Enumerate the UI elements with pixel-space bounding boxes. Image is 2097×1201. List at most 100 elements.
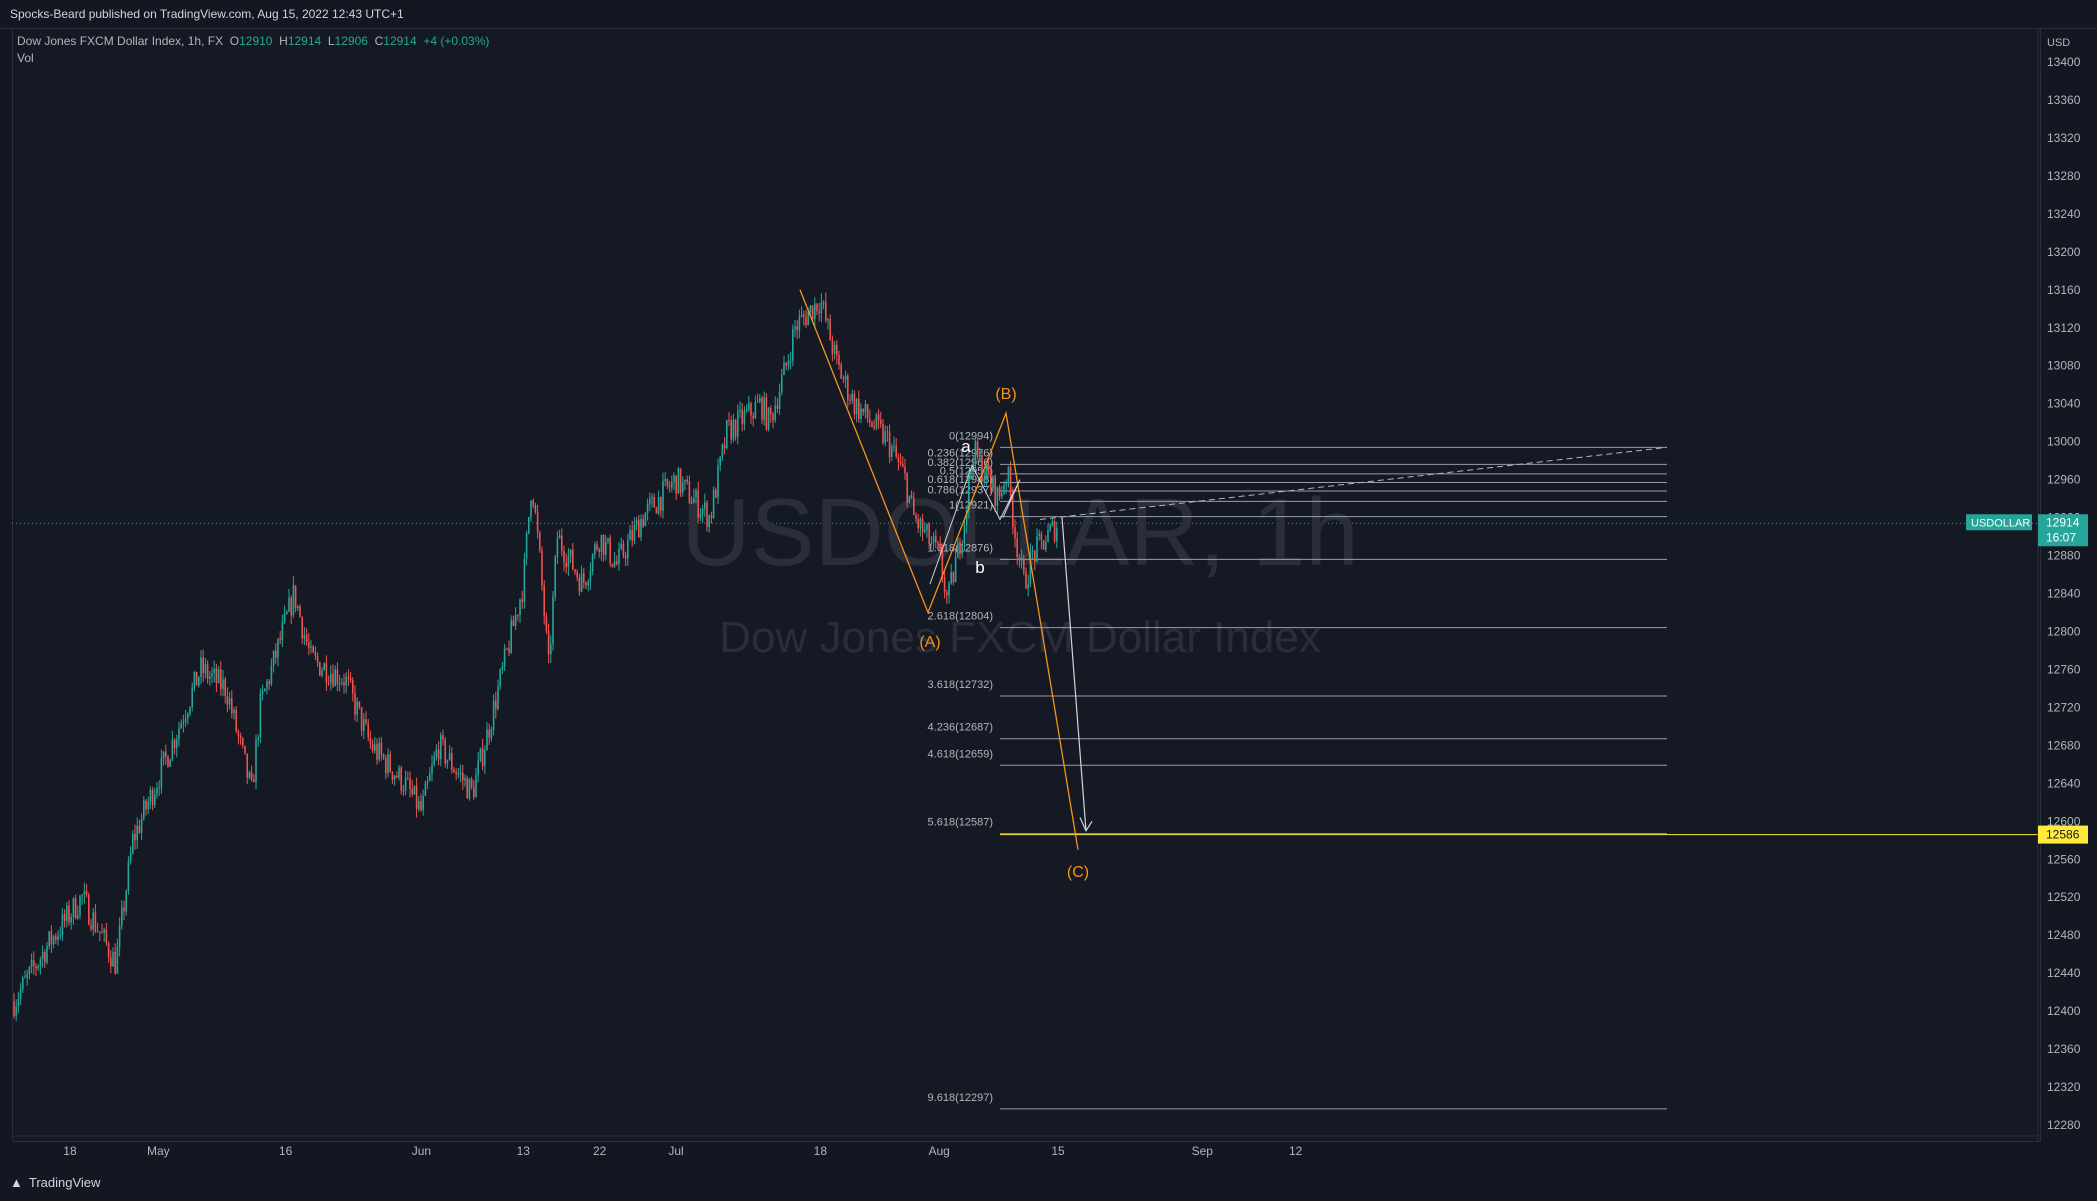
candle-body	[171, 739, 174, 760]
candle-body	[61, 914, 64, 936]
candle-body	[72, 898, 75, 917]
candle-body	[924, 530, 926, 533]
candle-body	[464, 778, 466, 781]
candle-body	[440, 735, 442, 760]
candle-body	[686, 479, 688, 482]
candle-body	[79, 896, 81, 915]
candle-body	[37, 965, 39, 969]
time-axis[interactable]: 18 May 16 Jun 13 22 Jul 18 Aug 15 Sep 12	[12, 1135, 2038, 1158]
fib-extension[interactable]: 0(12994) 0.236(12976)0.382(12966)0.5(1295…	[928, 430, 2038, 1110]
price-tick-label: 12640	[2047, 776, 2081, 790]
candle-body	[101, 932, 103, 934]
candle-body	[475, 774, 477, 798]
wave-label-b-minor: b	[975, 558, 984, 577]
candle-body	[114, 951, 116, 974]
candle-body	[336, 669, 339, 684]
candle-body	[264, 689, 266, 692]
candle-body	[770, 407, 772, 414]
candle-body	[589, 571, 592, 582]
candle-body	[875, 414, 878, 428]
chart-legend: Dow Jones FXCM Dollar Index, 1h, FX O129…	[17, 34, 489, 48]
candle-body	[528, 516, 530, 534]
candle-body	[1049, 525, 1051, 531]
candle-body	[140, 818, 143, 833]
candle-body	[30, 960, 33, 968]
candle-body	[838, 355, 840, 365]
candle-body	[965, 509, 968, 525]
fib-level-label: 0.618(12948)	[928, 474, 993, 486]
candle-body	[248, 772, 251, 778]
price-tick-label: 12520	[2047, 890, 2081, 904]
candle-body	[334, 669, 336, 687]
candle-body	[536, 511, 539, 533]
time-tick-label: Jul	[668, 1144, 683, 1158]
projection-arrowhead-icon	[1079, 817, 1093, 833]
candle-body	[558, 535, 561, 539]
candle-body	[508, 648, 510, 653]
candle-body	[776, 405, 779, 409]
candle-body	[125, 891, 127, 912]
candle-body	[270, 665, 273, 685]
candle-body	[266, 681, 268, 690]
candle-body	[169, 759, 171, 767]
candle-body	[44, 952, 46, 963]
fib-level-label: 3.618(12732)	[928, 679, 993, 691]
candle-body	[129, 853, 132, 862]
candle-body	[28, 967, 31, 975]
candle-body	[299, 606, 301, 618]
candle-body	[968, 476, 970, 510]
candle-body	[844, 375, 847, 380]
candle-body	[112, 951, 114, 967]
candle-body	[882, 423, 884, 443]
candle-body	[715, 489, 717, 498]
fib-level-label: 9.618(12297)	[928, 1092, 993, 1104]
price-axis[interactable]: USD 13400 13360 13320 13280 13240 13200 13160 13…	[1966, 28, 2088, 1142]
candle-body	[255, 740, 257, 783]
candle-body	[415, 785, 418, 810]
legend-change: +4 (+0.03%)	[423, 34, 490, 48]
candle-body	[1023, 557, 1025, 572]
candle-body	[917, 519, 919, 529]
candle-body	[697, 490, 699, 518]
candle-body	[385, 757, 387, 774]
candle-body	[369, 737, 372, 745]
candle-body	[1036, 536, 1038, 562]
candle-body	[565, 562, 567, 568]
tradingview-brand[interactable]: ▲ TradingView	[10, 1175, 100, 1190]
candle-body	[154, 794, 156, 806]
price-tick-label: 13320	[2047, 131, 2081, 145]
candle-body	[880, 419, 882, 424]
candle-body	[402, 790, 405, 792]
candle-body	[15, 1006, 17, 1016]
candle-body	[574, 569, 576, 573]
wave-drawing[interactable]: (A) (B) (C) a b	[799, 289, 1093, 881]
candle-body	[224, 679, 226, 697]
price-tick-label: 13200	[2047, 245, 2081, 259]
candle-body	[294, 585, 297, 608]
candle-body	[389, 754, 391, 772]
candle-body	[149, 789, 152, 802]
candle-body	[63, 914, 66, 921]
candle-body	[554, 556, 556, 597]
candle-body	[954, 557, 957, 583]
candle-body	[1027, 584, 1029, 589]
candle-body	[983, 478, 985, 482]
candle-body	[396, 775, 398, 778]
time-tick-label: 12	[1289, 1144, 1303, 1158]
candle-body	[959, 541, 961, 555]
candle-body	[182, 722, 185, 724]
candle-body	[743, 411, 746, 425]
candle-body	[233, 709, 235, 714]
candle-body	[319, 662, 321, 676]
candle-body	[19, 989, 22, 1000]
candle-body	[50, 931, 53, 945]
candle-body	[151, 789, 154, 806]
candle-body	[767, 407, 770, 430]
candle-body	[638, 520, 640, 538]
candle-body	[57, 935, 59, 940]
price-tick-label: 12800	[2047, 624, 2081, 638]
candle-body	[132, 834, 134, 854]
candle-body	[629, 530, 631, 541]
candle-body	[534, 504, 537, 512]
